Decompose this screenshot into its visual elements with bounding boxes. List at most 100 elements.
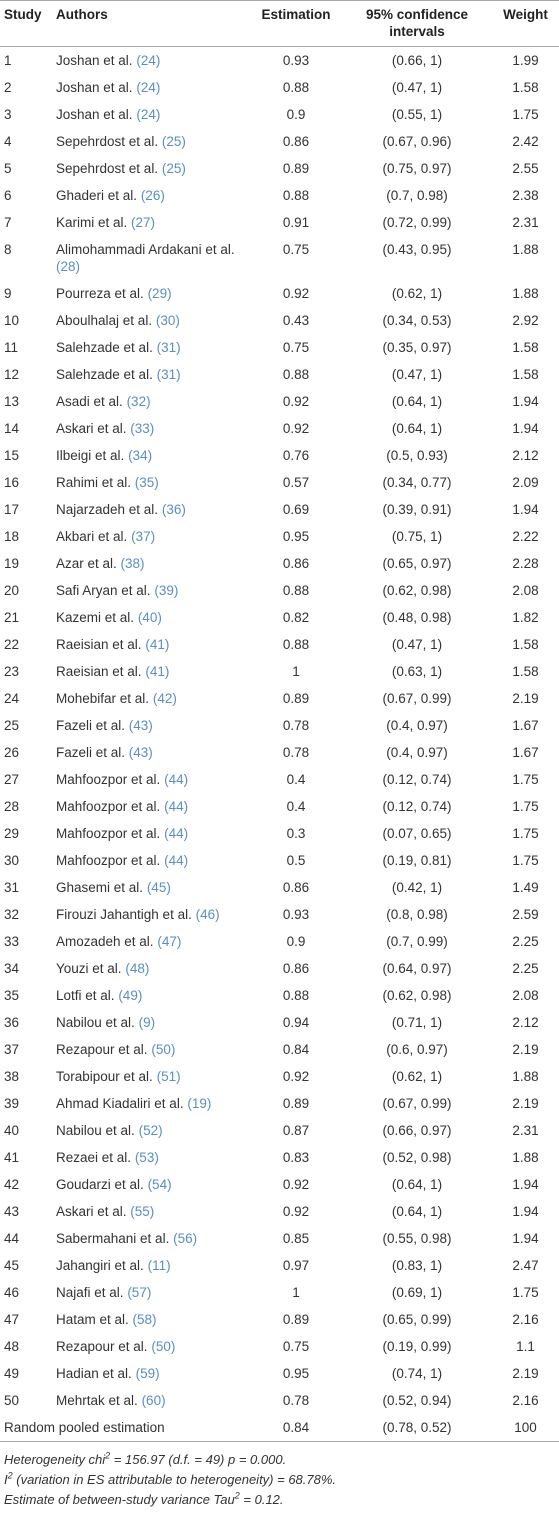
reference: (41) [145,637,170,652]
weight-cell: 2.31 [512,1123,539,1138]
author-name: Youzi et al. [56,961,122,976]
ci-cell: (0.64, 1) [391,421,443,436]
author-name: Najafi et al. [56,1285,124,1300]
table-row: 48 Rezapour et al. (50) 0.75 (0.19, 0.99) 1.… [0,1333,559,1360]
weight-cell: 1.75 [512,1285,539,1300]
ci-cell: (0.66, 0.97) [382,1123,452,1138]
weight-cell: 2.09 [512,475,539,490]
estimation-cell: 0.92 [282,394,310,409]
author-name: Alimohammadi Ardakani et al. [56,242,235,257]
weight-cell: 1.88 [512,242,539,257]
weight-cell: 1.49 [512,880,539,895]
reference: (40) [137,610,162,625]
weight-cell: 1.82 [512,610,539,625]
author-name: Hadian et al. [56,1366,132,1381]
estimation-cell: 0.86 [282,556,310,571]
weight-cell: 2.47 [512,1258,539,1273]
author-name: Asadi et al. [56,394,123,409]
study-cell: 19 [4,556,20,571]
study-cell: 33 [4,934,20,949]
author-cell: Mahfoozpor et al. (44) [52,766,250,793]
author-name: Salehzade et al. [56,340,153,355]
reference: (24) [136,53,161,68]
author-cell: Alimohammadi Ardakani et al. (28) [52,236,250,280]
table-row: 14 Askari et al. (33) 0.92 (0.64, 1) 1.94 [0,415,559,442]
table-row: 29 Mahfoozpor et al. (44) 0.3 (0.07, 0.65) 1… [0,820,559,847]
ci-cell: (0.42, 1) [391,880,443,895]
author-cell: Sepehrdost et al. (25) [52,155,250,182]
author-cell: Aboulhalaj et al. (30) [52,307,250,334]
reference: (38) [120,556,145,571]
ci-cell: (0.67, 0.99) [382,1096,452,1111]
weight-cell: 2.59 [512,907,539,922]
study-cell: 37 [4,1042,20,1057]
author-cell: Firouzi Jahantigh et al. (46) [52,901,250,928]
reference: (52) [138,1123,163,1138]
author-cell: Rahimi et al. (35) [52,469,250,496]
ci-cell: (0.69, 1) [391,1285,443,1300]
note-text: = 156.97 (d.f. = 49) p = 0.000. [110,1452,287,1467]
reference: (26) [140,188,165,203]
author-cell: Safi Aryan et al. (39) [52,577,250,604]
table-row: 15 Ilbeigi et al. (34) 0.76 (0.5, 0.93) 2.12 [0,442,559,469]
ci-cell: (0.5, 0.93) [386,448,448,463]
estimation-cell: 0.92 [282,1069,310,1084]
study-cell: 4 [4,134,12,149]
reference: (24) [136,80,161,95]
ci-cell: (0.52, 0.94) [382,1393,452,1408]
reference: (31) [156,367,181,382]
author-name: Askari et al. [56,421,127,436]
estimation-cell: 0.93 [282,907,310,922]
study-cell: 48 [4,1339,20,1354]
study-cell: 18 [4,529,20,544]
estimation-cell: 0.9 [286,934,306,949]
estimation-cell: 0.3 [286,826,306,841]
estimation-cell: 0.95 [282,1366,310,1381]
table-row: 36 Nabilou et al. (9) 0.94 (0.71, 1) 2.12 [0,1009,559,1036]
table-row: 30 Mahfoozpor et al. (44) 0.5 (0.19, 0.81) 1… [0,847,559,874]
study-cell: 46 [4,1285,20,1300]
weight-cell: 2.31 [512,215,539,230]
author-name: Nabilou et al. [56,1123,135,1138]
reference: (50) [151,1339,176,1354]
author-name: Askari et al. [56,1204,127,1219]
estimation-cell: 1 [292,1285,300,1300]
estimation-cell: 0.76 [282,448,310,463]
estimation-cell: 0.9 [286,107,306,122]
author-name: Hatam et al. [56,1312,129,1327]
reference: (37) [131,529,156,544]
study-cell: 44 [4,1231,20,1246]
author-cell: Askari et al. (33) [52,415,250,442]
reference: (48) [125,961,150,976]
table-row: 34 Youzi et al. (48) 0.86 (0.64, 0.97) 2.25 [0,955,559,982]
author-cell: Mahfoozpor et al. (44) [52,820,250,847]
estimation-cell: 0.83 [282,1150,310,1165]
ci-cell: (0.47, 1) [391,367,443,382]
author-cell: Goudarzi et al. (54) [52,1171,250,1198]
weight-cell: 2.55 [512,161,539,176]
study-cell: 14 [4,421,20,436]
table-row: 10 Aboulhalaj et al. (30) 0.43 (0.34, 0.53)… [0,307,559,334]
author-cell: Ghaderi et al. (26) [52,182,250,209]
table-row: 43 Askari et al. (55) 0.92 (0.64, 1) 1.94 [0,1198,559,1225]
author-cell: Joshan et al. (24) [52,47,250,75]
estimation-cell: 0.86 [282,134,310,149]
author-name: Nabilou et al. [56,1015,135,1030]
pooled-label: Random pooled estimation [4,1420,165,1435]
author-name: Amozadeh et al. [56,934,154,949]
author-cell: Mahfoozpor et al. (44) [52,793,250,820]
table-row: 16 Rahimi et al. (35) 0.57 (0.34, 0.77) 2.09 [0,469,559,496]
author-cell: Rezapour et al. (50) [52,1036,250,1063]
author-name: Pourreza et al. [56,286,144,301]
column-header: Estimation [261,7,331,22]
study-cell: 39 [4,1096,20,1111]
study-cell: 45 [4,1258,20,1273]
footnotes: Heterogeneity chi2 = 156.97 (d.f. = 49) … [0,1442,559,1510]
reference: (24) [136,107,161,122]
ci-cell: (0.67, 0.99) [382,691,452,706]
reference: (57) [127,1285,152,1300]
ci-cell: (0.12, 0.74) [382,772,452,787]
study-cell: 32 [4,907,20,922]
column-header: Study [4,7,42,22]
author-cell: Kazemi et al. (40) [52,604,250,631]
